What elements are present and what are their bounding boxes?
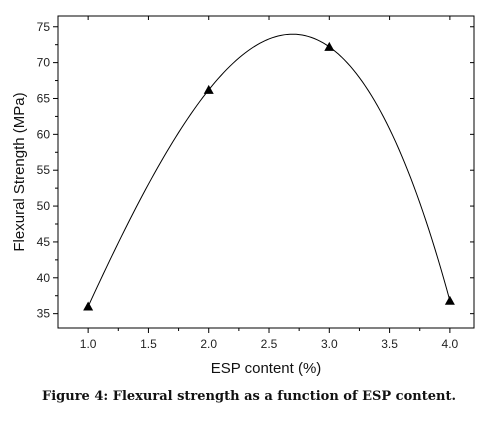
x-tick-label: 4.0 — [442, 337, 459, 351]
y-tick-label: 55 — [37, 163, 51, 177]
x-axis-title: ESP content (%) — [211, 360, 322, 377]
y-tick-label: 60 — [37, 127, 51, 141]
x-tick-label: 2.0 — [200, 337, 217, 351]
y-tick-label: 35 — [37, 307, 51, 321]
y-axis-title: Flexural Strength (MPa) — [11, 92, 28, 251]
data-points — [83, 41, 455, 311]
y-tick-label: 50 — [37, 199, 51, 213]
x-tick-label: 2.5 — [261, 337, 278, 351]
plot-frame — [57, 15, 475, 329]
y-tick-label: 40 — [37, 271, 51, 285]
figure-caption: Figure 4: Flexural strength as a functio… — [42, 389, 456, 404]
x-tick-label: 1.0 — [80, 337, 97, 351]
data-point — [324, 41, 335, 51]
y-axis-ticks: 35 40 45 50 55 60 65 70 75 — [37, 20, 474, 321]
y-tick-label: 65 — [37, 91, 51, 105]
data-point — [83, 301, 94, 311]
x-tick-label: 3.0 — [321, 337, 338, 351]
y-tick-label: 70 — [37, 56, 51, 70]
data-point — [203, 84, 214, 94]
y-tick-label: 75 — [37, 20, 51, 34]
data-point — [444, 295, 455, 305]
x-axis-ticks: 1.0 1.5 2.0 2.5 3.0 3.5 4.0 — [80, 16, 459, 351]
fit-curve — [87, 33, 451, 307]
y-tick-label: 45 — [37, 235, 51, 249]
x-tick-label: 1.5 — [140, 337, 157, 351]
x-tick-label: 3.5 — [381, 337, 398, 351]
